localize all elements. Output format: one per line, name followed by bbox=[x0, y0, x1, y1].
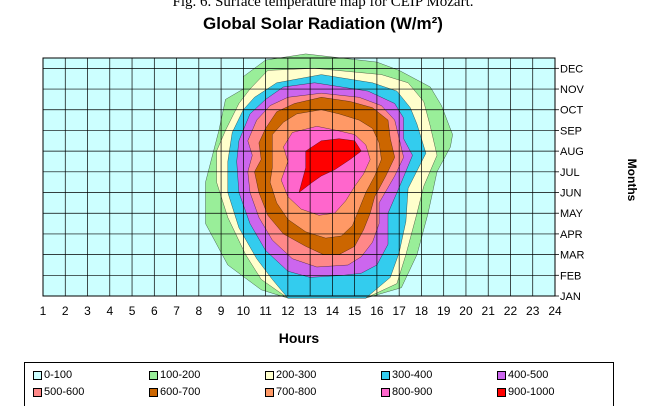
x-tick-label-8: 8 bbox=[195, 304, 202, 318]
x-tick-label-10: 10 bbox=[237, 304, 251, 318]
legend-swatch bbox=[265, 370, 274, 380]
legend-item-800-900: 800-900 bbox=[381, 386, 432, 398]
x-tick-label-16: 16 bbox=[370, 304, 384, 318]
y-tick-label-JUL: JUL bbox=[560, 167, 580, 179]
legend-label: 800-900 bbox=[392, 386, 433, 398]
x-tick-label-13: 13 bbox=[303, 304, 317, 318]
y-tick-label-SEP: SEP bbox=[560, 125, 582, 137]
legend-label: 200-300 bbox=[276, 369, 317, 381]
legend-swatch bbox=[381, 387, 390, 397]
legend-label: 700-800 bbox=[276, 386, 317, 398]
y-tick-label-NOV: NOV bbox=[560, 84, 585, 96]
y-tick-label-JUN: JUN bbox=[560, 188, 581, 200]
legend-label: 900-1000 bbox=[508, 386, 555, 398]
x-tick-label-14: 14 bbox=[326, 304, 340, 318]
legend-swatch bbox=[149, 387, 158, 397]
x-tick-label-9: 9 bbox=[218, 304, 225, 318]
legend-item-200-300: 200-300 bbox=[265, 369, 316, 381]
y-tick-label-MAR: MAR bbox=[560, 250, 585, 262]
legend-swatch bbox=[497, 387, 506, 397]
legend-label: 100-200 bbox=[160, 369, 201, 381]
chart-legend: 0-100 100-200 200-300 300-400 400-500 500-600… bbox=[24, 362, 614, 406]
x-tick-label-24: 24 bbox=[548, 304, 562, 318]
x-tick-label-15: 15 bbox=[348, 304, 362, 318]
x-tick-label-19: 19 bbox=[437, 304, 451, 318]
x-tick-label-6: 6 bbox=[151, 304, 158, 318]
legend-label: 500-600 bbox=[44, 386, 85, 398]
y-tick-label-AUG: AUG bbox=[560, 146, 584, 158]
legend-swatch bbox=[149, 370, 158, 380]
x-tick-label-22: 22 bbox=[504, 304, 518, 318]
x-tick-label-2: 2 bbox=[62, 304, 69, 318]
plot-frame bbox=[42, 57, 556, 297]
x-tick-label-17: 17 bbox=[392, 304, 406, 318]
x-tick-label-4: 4 bbox=[106, 304, 113, 318]
legend-item-300-400: 300-400 bbox=[381, 369, 432, 381]
y-tick-label-DEC: DEC bbox=[560, 63, 583, 75]
legend-item-0-100: 0-100 bbox=[33, 369, 72, 381]
x-tick-label-20: 20 bbox=[459, 304, 473, 318]
x-tick-label-7: 7 bbox=[173, 304, 180, 318]
y-axis-label: Months bbox=[625, 159, 639, 202]
x-tick-label-23: 23 bbox=[526, 304, 540, 318]
legend-label: 300-400 bbox=[392, 369, 433, 381]
legend-item-900-1000: 900-1000 bbox=[497, 386, 555, 398]
legend-label: 400-500 bbox=[508, 369, 549, 381]
legend-swatch bbox=[33, 370, 42, 380]
legend-item-600-700: 600-700 bbox=[149, 386, 200, 398]
y-tick-label-OCT: OCT bbox=[560, 105, 584, 117]
legend-item-100-200: 100-200 bbox=[149, 369, 200, 381]
legend-swatch bbox=[265, 387, 274, 397]
x-tick-label-11: 11 bbox=[259, 304, 272, 318]
y-tick-label-MAY: MAY bbox=[560, 208, 584, 220]
legend-item-700-800: 700-800 bbox=[265, 386, 316, 398]
legend-label: 0-100 bbox=[44, 369, 73, 381]
legend-swatch bbox=[497, 370, 506, 380]
legend-item-400-500: 400-500 bbox=[497, 369, 548, 381]
x-tick-label-12: 12 bbox=[281, 304, 295, 318]
contour-band-900-1000 bbox=[298, 138, 362, 193]
x-tick-label-18: 18 bbox=[415, 304, 429, 318]
legend-item-500-600: 500-600 bbox=[33, 386, 84, 398]
x-tick-label-5: 5 bbox=[129, 304, 136, 318]
x-tick-label-3: 3 bbox=[84, 304, 91, 318]
legend-swatch bbox=[33, 387, 42, 397]
legend-label: 600-700 bbox=[160, 386, 201, 398]
figure-caption: Fig. 6. Surface temperature map for CEIP… bbox=[172, 0, 474, 10]
x-axis-label: Hours bbox=[279, 330, 320, 346]
chart-title: Global Solar Radiation (W/m²) bbox=[203, 14, 443, 33]
x-tick-label-1: 1 bbox=[40, 304, 47, 318]
legend-swatch bbox=[381, 370, 390, 380]
y-tick-label-APR: APR bbox=[560, 229, 583, 241]
y-tick-label-JAN: JAN bbox=[560, 291, 581, 303]
y-tick-label-FEB: FEB bbox=[560, 270, 581, 282]
x-tick-label-21: 21 bbox=[482, 304, 496, 318]
